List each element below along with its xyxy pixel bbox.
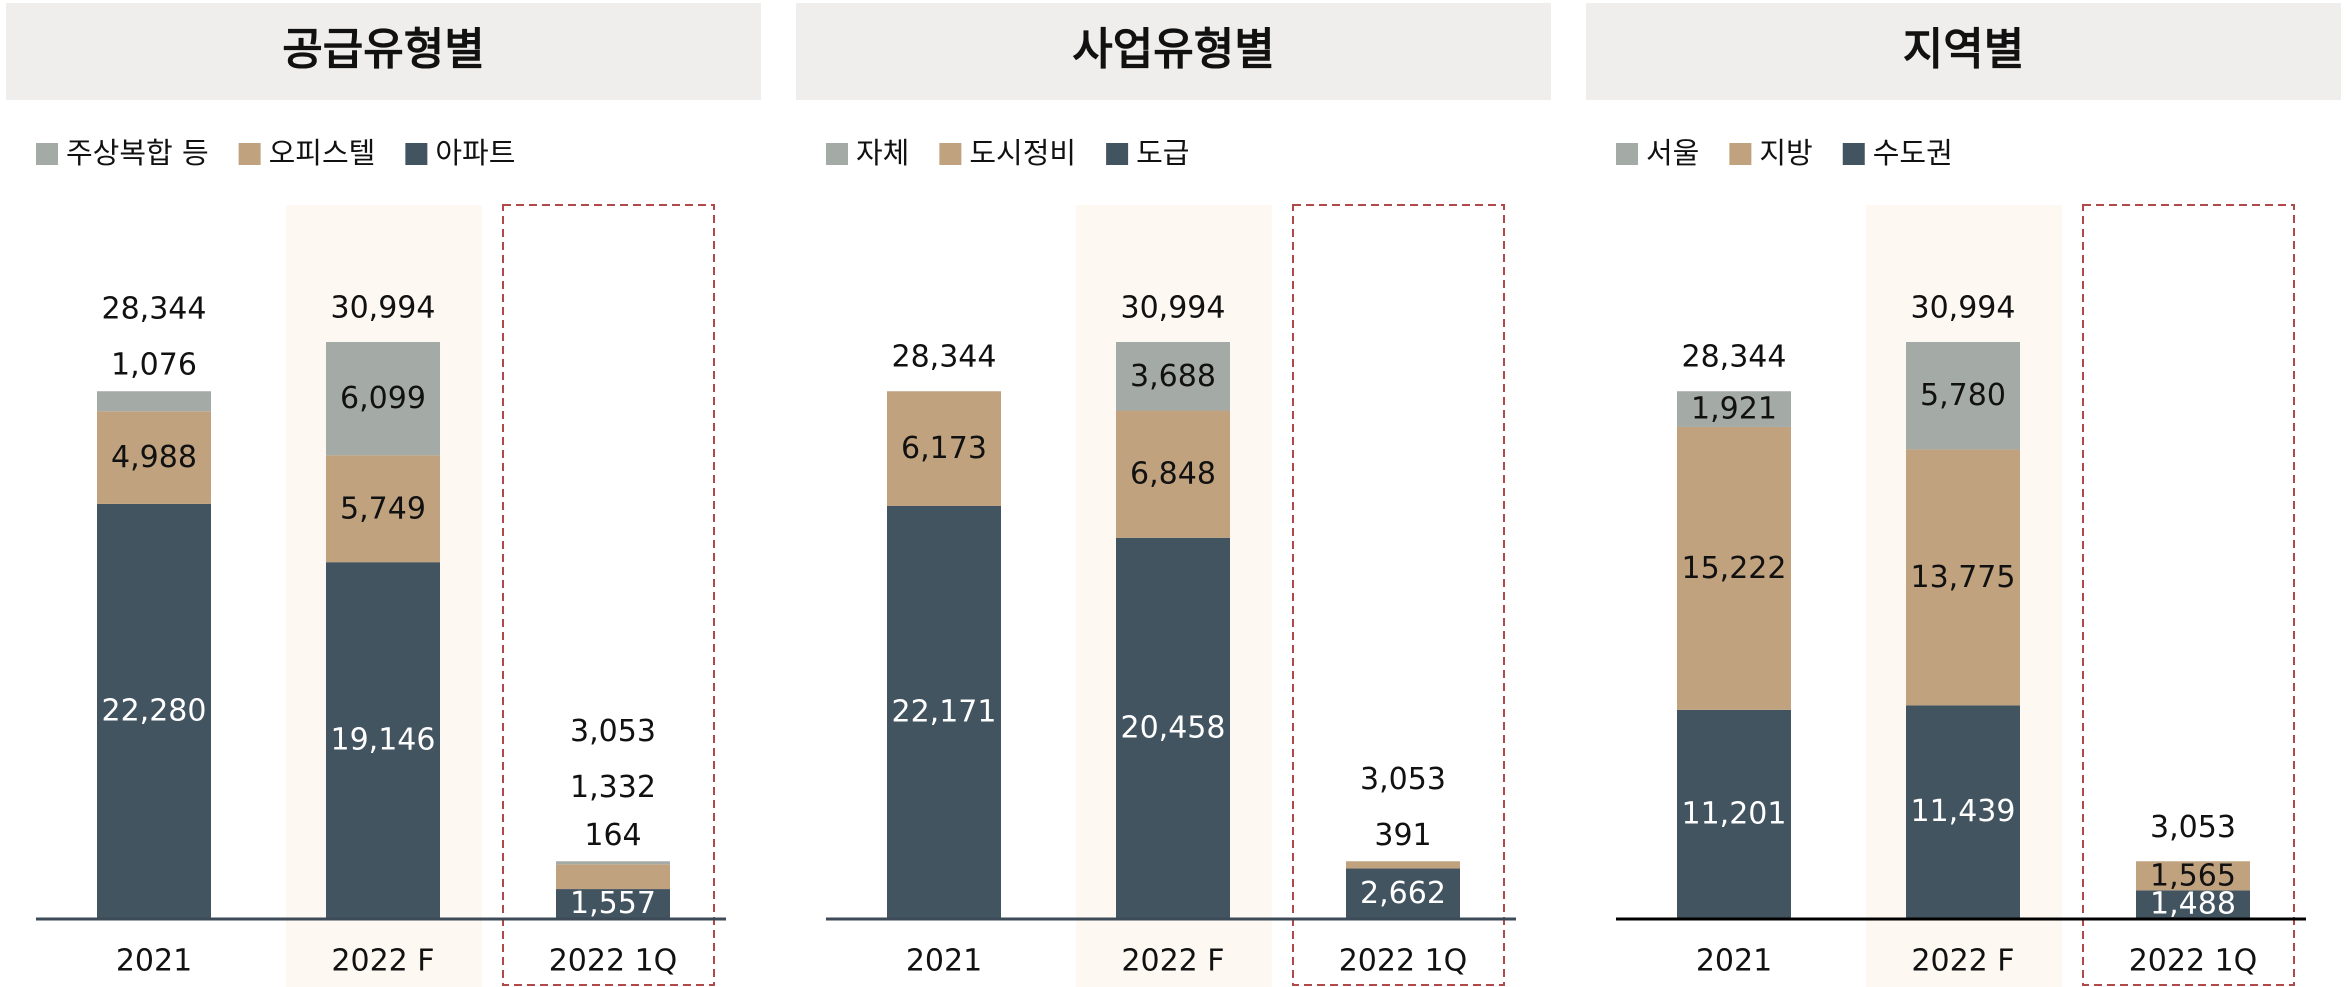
bar-segment: [326, 342, 440, 456]
highlight-box: [2082, 204, 2295, 986]
value-label: 19,146: [331, 723, 436, 758]
bar-segment: [1677, 709, 1791, 918]
x-tick-label: 2022 F: [1911, 944, 2014, 979]
bar-segment: [556, 861, 670, 865]
value-label: 1,076: [111, 348, 197, 383]
value-label: 164: [584, 818, 641, 853]
total-label: 30,994: [1911, 291, 2016, 326]
x-tick-label: 2022 1Q: [2129, 944, 2258, 979]
x-tick-label: 2022 F: [331, 944, 434, 979]
bar-segment: [1346, 868, 1460, 918]
total-label: 28,344: [892, 340, 997, 375]
x-tick-label: 2022 1Q: [549, 944, 678, 979]
legend-swatch: [1729, 143, 1752, 165]
bar-segment: [326, 562, 440, 918]
bar-segment: [887, 505, 1001, 918]
total-label: 3,053: [1360, 762, 1446, 797]
chart-title: 공급유형별: [282, 24, 484, 75]
legend-label: 서울: [1646, 136, 1699, 170]
legend-label: 아파트: [435, 136, 515, 170]
x-tick-label: 2022 F: [1121, 944, 1224, 979]
x-tick-label: 2021: [906, 944, 982, 979]
bar-segment: [2136, 890, 2250, 918]
bar-segment: [1116, 537, 1230, 918]
total-label: 30,994: [1121, 291, 1226, 326]
value-label: 13,775: [1911, 560, 2016, 595]
bar-segment: [1116, 410, 1230, 538]
value-label: 1,557: [570, 886, 656, 921]
bar-segment: [1906, 705, 2020, 918]
total-label: 30,994: [331, 291, 436, 326]
bar-segment: [97, 503, 211, 918]
total-label: 28,344: [1682, 340, 1787, 375]
value-label: 22,280: [102, 693, 207, 728]
total-label: 3,053: [570, 714, 656, 749]
highlight-box: [502, 204, 715, 986]
bar-segment: [97, 411, 211, 504]
total-label: 3,053: [2150, 810, 2236, 845]
highlight-box: [1292, 204, 1505, 986]
value-label: 5,749: [340, 491, 426, 526]
legend-swatch: [939, 143, 962, 165]
value-label: 6,848: [1130, 457, 1216, 492]
legend-label: 지방: [1759, 136, 1812, 170]
value-label: 1,332: [570, 770, 656, 805]
value-label: 6,099: [340, 381, 426, 416]
legend-label: 자체: [856, 136, 909, 170]
total-label: 28,344: [102, 292, 207, 327]
value-label: 22,171: [892, 694, 997, 729]
bar-segment: [1906, 342, 2020, 450]
value-label: 2,662: [1360, 876, 1446, 911]
value-label: 391: [1374, 818, 1431, 853]
value-label: 6,173: [901, 431, 987, 466]
value-label: 11,439: [1911, 794, 2016, 829]
value-label: 15,222: [1682, 551, 1787, 586]
legend-swatch: [238, 143, 261, 165]
value-label: 11,201: [1682, 796, 1787, 831]
value-label: 5,780: [1920, 378, 2006, 413]
bar-segment: [1677, 426, 1791, 710]
bar-segment: [1906, 449, 2020, 706]
legend-label: 도시정비: [969, 136, 1076, 170]
header-bg: [6, 3, 761, 100]
value-label: 1,565: [2150, 858, 2236, 893]
legend-label: 수도권: [1873, 136, 1953, 170]
bar-segment: [97, 391, 211, 412]
bar-segment: [556, 889, 670, 918]
legend-swatch: [826, 143, 848, 165]
chart-title: 사업유형별: [1072, 24, 1274, 75]
legend-swatch: [405, 143, 428, 165]
value-label: 1,488: [2150, 887, 2236, 922]
value-label: 20,458: [1121, 710, 1226, 745]
legend-label: 주상복합 등: [66, 136, 209, 170]
bar-segment: [1346, 861, 1460, 869]
legend-label: 오피스텔: [269, 136, 376, 170]
legend-swatch: [1616, 143, 1638, 165]
bar-segment: [1116, 342, 1230, 411]
bar-segment: [326, 455, 440, 563]
bar-segment: [887, 391, 1001, 506]
value-label: 1,921: [1691, 392, 1777, 427]
x-tick-label: 2022 1Q: [1339, 944, 1468, 979]
chart-title: 지역별: [1903, 24, 2024, 75]
legend-swatch: [36, 143, 58, 165]
header-bg: [796, 3, 1551, 100]
x-tick-label: 2021: [1696, 944, 1772, 979]
bar-segment: [556, 864, 670, 890]
bar-segment: [1677, 391, 1791, 427]
header-bg: [1586, 3, 2341, 100]
value-label: 4,988: [111, 440, 197, 475]
bar-segment: [2136, 861, 2250, 891]
x-tick-label: 2021: [116, 944, 192, 979]
legend-swatch: [1842, 143, 1865, 165]
legend-swatch: [1106, 143, 1129, 165]
legend-label: 도급: [1136, 136, 1189, 170]
value-label: 3,688: [1130, 359, 1216, 394]
